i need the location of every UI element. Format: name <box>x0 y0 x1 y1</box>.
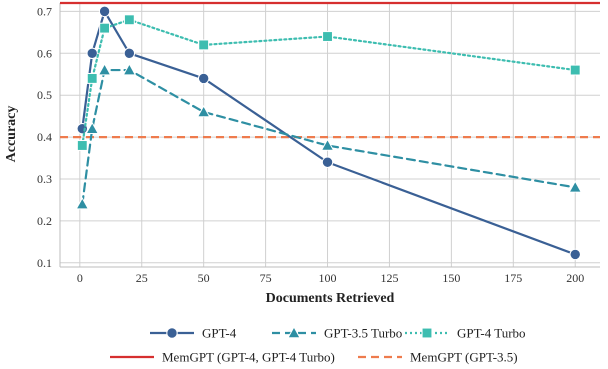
y-tick-label: 0.3 <box>37 172 52 186</box>
data-point <box>76 140 88 151</box>
x-tick-label: 100 <box>319 271 337 285</box>
data-point <box>97 63 112 76</box>
x-tick-label: 150 <box>442 271 460 285</box>
tick-labels: 0 25 50 75 100 125 150 175 200 0.1 0.2 0.3 0.4 0.5 0.6… <box>37 4 584 285</box>
legend-label: GPT-3.5 Turbo <box>324 326 402 341</box>
legend-label: MemGPT (GPT-4, GPT-4 Turbo) <box>162 350 335 365</box>
x-tick-label: 175 <box>504 271 522 285</box>
data-point <box>569 64 581 76</box>
series-group <box>76 14 581 151</box>
series-group <box>75 63 583 210</box>
grid <box>60 3 600 267</box>
series-line <box>81 10 577 256</box>
data-point <box>85 121 100 134</box>
x-axis-title: Documents Retrieved <box>266 291 395 306</box>
data-point <box>198 39 210 51</box>
reference-lines <box>60 1 600 139</box>
y-tick-label: 0.4 <box>37 130 52 144</box>
data-series <box>75 5 583 261</box>
data-point <box>75 197 90 210</box>
x-tick-label: 0 <box>77 271 83 285</box>
legend: GPT-4 GPT-3.5 Turbo GPT-4 Turbo MemGPT (GPT… <box>110 326 526 365</box>
data-point <box>99 22 111 34</box>
legend-label: GPT-4 <box>202 326 237 341</box>
data-point <box>123 47 136 59</box>
legend-swatch-marker <box>421 327 433 339</box>
y-tick-label: 0.2 <box>37 214 52 228</box>
x-tick-label: 125 <box>380 271 398 285</box>
x-tick-label: 50 <box>198 271 210 285</box>
x-tick-label: 75 <box>260 271 272 285</box>
y-tick-label: 0.6 <box>37 46 52 60</box>
data-point <box>320 138 335 151</box>
y-tick-label: 0.7 <box>37 4 52 18</box>
data-point <box>568 180 583 193</box>
data-point <box>322 31 333 42</box>
data-point <box>197 72 210 85</box>
data-point <box>196 104 211 118</box>
x-tick-label: 200 <box>566 271 584 285</box>
data-point <box>86 47 98 59</box>
legend-swatch-marker <box>287 325 301 339</box>
data-point <box>569 248 581 261</box>
data-point <box>98 5 111 18</box>
series-group <box>76 5 581 261</box>
x-tick-label: 25 <box>136 271 148 285</box>
legend-label: GPT-4 Turbo <box>457 326 526 341</box>
axes <box>59 3 600 268</box>
data-point <box>86 72 98 84</box>
data-point <box>123 14 135 26</box>
y-axis-title: Accuracy <box>4 106 19 163</box>
legend-swatch-marker <box>166 327 178 339</box>
legend-label: MemGPT (GPT-3.5) <box>410 350 518 365</box>
data-point <box>122 63 137 76</box>
y-tick-label: 0.1 <box>37 256 52 270</box>
y-tick-label: 0.5 <box>37 88 52 102</box>
data-point <box>321 156 334 168</box>
